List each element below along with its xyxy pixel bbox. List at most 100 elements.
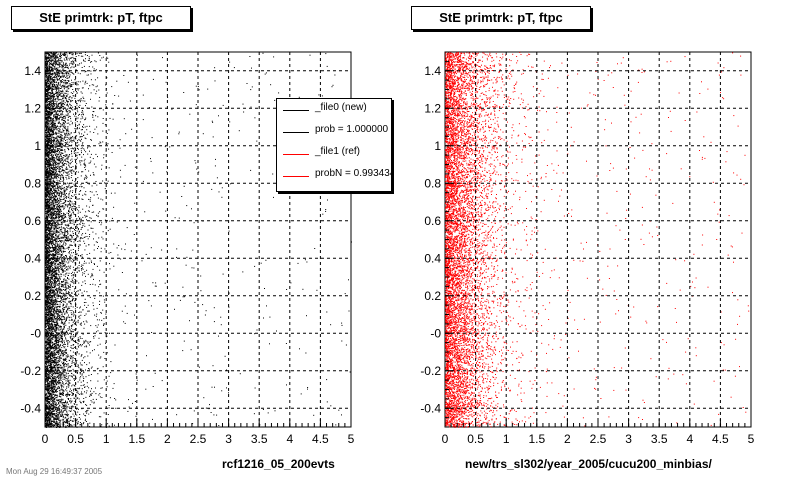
data-point [60,353,62,355]
data-point [56,205,58,207]
data-point [183,92,185,93]
data-point [78,244,80,246]
data-point [48,325,50,326]
data-point [67,332,69,334]
data-point [79,193,80,195]
data-point [82,96,84,98]
data-point [60,399,62,401]
data-point [71,160,73,162]
data-point [62,62,64,64]
data-point [54,285,55,287]
data-point [78,245,80,247]
data-point [58,168,60,170]
data-point [48,84,50,86]
data-point [45,181,47,183]
data-point [96,313,98,315]
data-point [53,132,55,134]
data-point [61,170,63,172]
data-point [48,396,50,398]
data-point [60,296,62,298]
data-point [48,313,50,315]
data-point [55,56,57,58]
data-point [55,81,57,83]
data-point [52,125,54,127]
data-point [107,414,109,415]
data-point [45,162,47,164]
data-point [86,382,88,384]
data-point [254,387,256,389]
data-point [68,197,69,199]
data-point [61,273,63,275]
data-point [46,381,48,382]
data-point [298,96,300,98]
data-point [66,91,68,92]
data-point [52,256,54,258]
data-point [45,157,47,159]
data-point [103,412,105,414]
data-point [88,66,90,68]
data-point [73,334,74,336]
data-point [66,231,68,232]
data-point [51,223,52,225]
data-point [47,324,48,326]
data-point [46,231,48,233]
data-point [56,300,58,302]
data-point [55,192,57,193]
data-point [51,142,52,144]
data-point [61,290,63,292]
data-point [53,231,55,233]
data-point [71,79,72,81]
data-point [182,350,184,352]
data-point [81,136,83,138]
data-point [74,150,75,152]
data-point [60,195,62,197]
data-point [61,210,62,212]
data-point [54,362,56,364]
data-point [82,267,83,269]
data-point [104,188,106,190]
data-point [59,300,61,302]
data-point [66,139,68,141]
data-point [80,220,82,222]
data-point [67,354,69,356]
data-point [47,131,49,133]
data-point [198,366,200,368]
data-point [60,220,62,222]
data-point [49,414,50,416]
data-point [58,400,60,402]
data-point [60,326,62,328]
data-point [341,324,343,326]
data-point [55,111,57,113]
data-point [50,63,52,64]
data-point [61,333,63,335]
data-point [56,208,58,209]
data-point [49,64,51,66]
data-point [60,85,62,87]
data-point [50,151,52,153]
data-point [59,366,61,368]
data-point [82,222,83,224]
data-point [51,88,53,90]
data-point [70,402,72,404]
data-point [51,346,53,348]
data-point [213,307,215,309]
data-point [57,197,59,199]
data-point [48,156,50,158]
data-point [115,399,117,401]
data-point [45,251,47,253]
data-point [62,307,64,309]
data-point [75,60,77,62]
data-point [109,268,111,270]
data-point [59,312,61,314]
data-point [48,114,50,116]
data-point [60,241,62,243]
data-point [63,215,65,217]
data-point [50,166,52,168]
data-point [64,368,66,370]
data-point [69,259,71,261]
data-point [51,77,53,79]
data-point [51,125,53,127]
data-point [48,123,50,125]
data-point [51,292,53,294]
data-point [47,344,49,345]
